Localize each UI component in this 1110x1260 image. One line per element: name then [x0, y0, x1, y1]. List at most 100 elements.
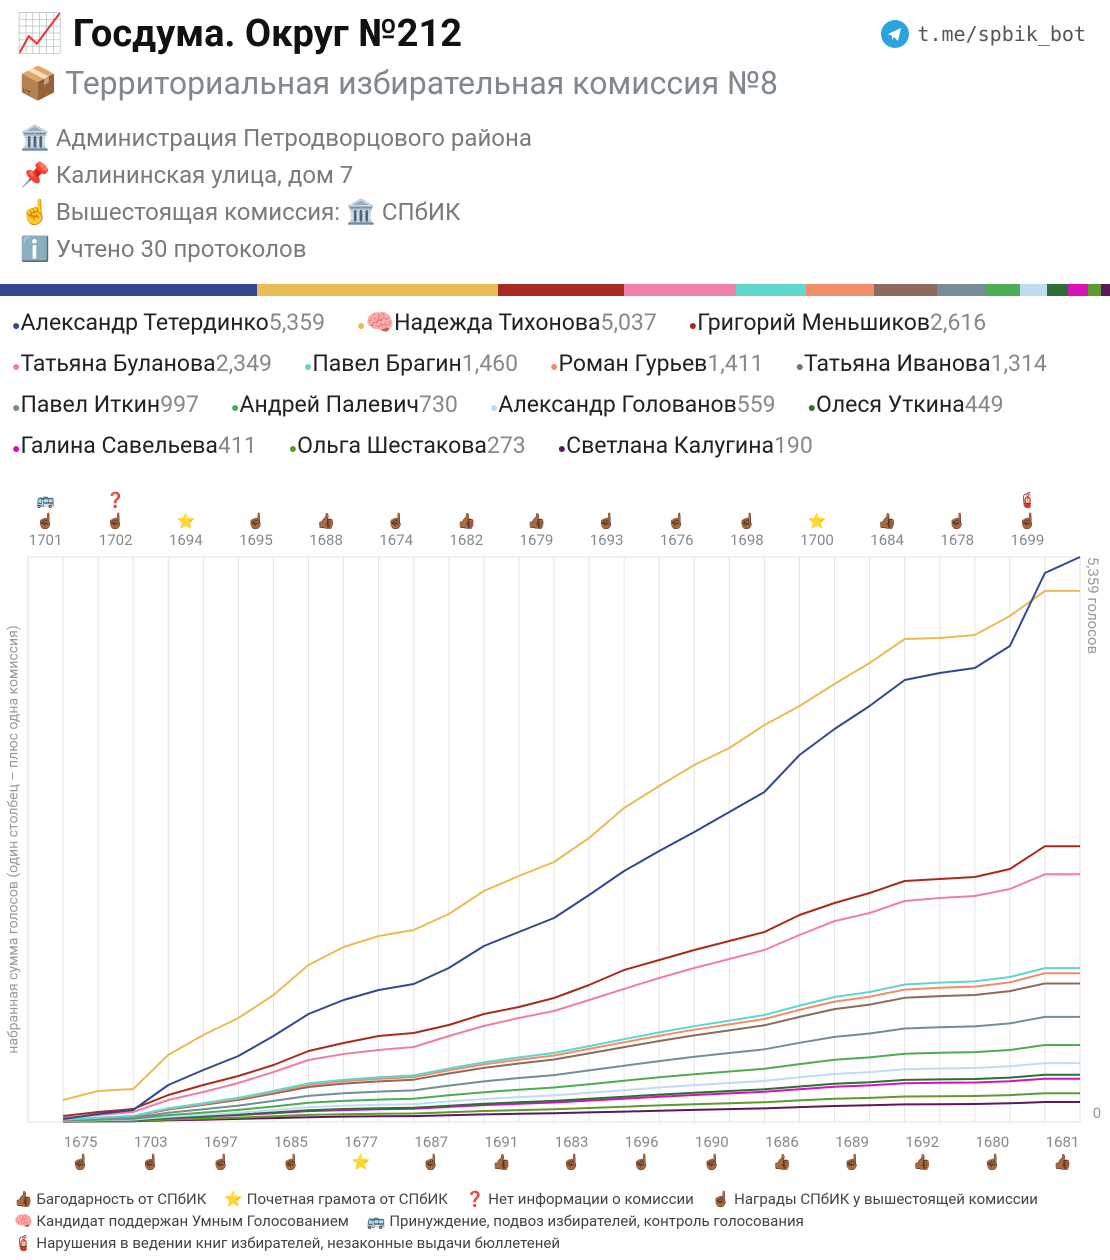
x-tick-label: 1698 [730, 531, 764, 549]
legend: ●Александр Тетердинко5,359 ●🧠Надежда Тихо… [12, 304, 1110, 468]
x-tick-label: 1703 [134, 1133, 168, 1151]
share-segment [874, 284, 937, 296]
legend-item: ●Григорий Меньшиков2,616 [689, 304, 986, 345]
commission-icon: ☝🏾 [36, 511, 55, 530]
x-tick-label: 1674 [379, 531, 413, 549]
commission-icon: ☝🏾 [597, 511, 616, 530]
y-axis-label: набранная сумма голосов (один столбец – … [6, 625, 22, 1053]
legend-item: ●Татьяна Буланова2,349 [12, 345, 272, 386]
legend-badge: 🧠 [365, 309, 395, 336]
legend-item: ●Олеся Уткина449 [808, 386, 1004, 427]
share-segment [806, 284, 875, 296]
legend-dot: ● [12, 359, 21, 375]
legend-dot: ● [688, 318, 698, 334]
commission-icon: 👍🏾 [492, 1153, 511, 1171]
legend-item: ●Светлана Калугина190 [558, 427, 813, 468]
x-tick-label: 1699 [1011, 531, 1045, 549]
x-tick-label: 1679 [520, 531, 554, 549]
series-line [62, 556, 1081, 1120]
x-tick-label: 1696 [625, 1133, 659, 1151]
legend-item: ●Павел Брагин1,460 [304, 345, 518, 386]
series-line [63, 1073, 1080, 1123]
legend-value: 5,037 [600, 309, 657, 336]
commission-icon: 👍🏾 [773, 1153, 792, 1171]
legend-name: Роман Гурьев [558, 350, 708, 377]
subtitle: 📦 Территориальная избирательная комиссия… [18, 64, 779, 102]
x-tick-label: 1677 [344, 1133, 378, 1151]
legend-item: ●🧠Надежда Тихонова5,037 [357, 304, 657, 345]
footer-legend-item: ❓ Нет информации о комиссии [465, 1190, 694, 1208]
info-line: ☝️ Вышестоящая комиссия: 🏛️ СПбИК [20, 198, 461, 226]
commission-icon: ☝🏾 [212, 1152, 231, 1171]
commission-icon: ⭐ [176, 512, 195, 530]
legend-item: ●Александр Тетердинко5,359 [12, 304, 325, 345]
x-tick-label: 1693 [590, 531, 624, 549]
series-line [62, 845, 1080, 1117]
legend-value: 559 [736, 391, 776, 418]
commission-icon: 👍🏾 [913, 1153, 932, 1171]
series-line [63, 1092, 1080, 1123]
legend-value: 2,349 [215, 350, 272, 377]
commission-icon: ☝🏾 [948, 511, 967, 530]
x-tick-label: 1676 [660, 531, 694, 549]
footer-legend-item: 🧠 Кандидат поддержан Умным Голосованием [14, 1212, 349, 1230]
commission-icon: 👍🏾 [527, 512, 546, 530]
legend-item: ●Татьяна Иванова1,314 [796, 345, 1047, 386]
legend-value: 1,411 [707, 350, 764, 377]
share-segment [498, 284, 624, 296]
legend-item: ●Галина Савельева411 [12, 427, 257, 468]
commission-icon: 👍🏾 [878, 512, 897, 530]
series-line [63, 1015, 1080, 1122]
x-tick-label: 1681 [1046, 1133, 1080, 1151]
share-segment [1046, 284, 1069, 296]
vote-share-bar [0, 284, 1110, 296]
legend-value: 190 [773, 432, 813, 459]
commission-icon: ☝🏾 [983, 1152, 1002, 1171]
commission-icon: ☝🏾 [1018, 511, 1037, 530]
share-segment [0, 284, 257, 296]
x-tick-label: 1695 [239, 531, 273, 549]
x-tick-label: 1692 [905, 1133, 939, 1151]
info-line: 🏛️ Администрация Петродворцового района [20, 124, 532, 152]
legend-dot: ● [357, 318, 366, 334]
telegram-icon [881, 20, 910, 48]
legend-value: 2,616 [930, 309, 987, 336]
legend-item: ●Павел Иткин997 [12, 386, 199, 427]
commission-icon: ☝🏾 [247, 511, 266, 530]
legend-dot: ● [303, 359, 313, 375]
x-tick-label: 1701 [29, 531, 63, 549]
chart: 0 5,359 голосов набранная сумма голосов (о… [6, 491, 1102, 1171]
footer-legend-item: 👍🏾 Багодарность от СПбИК [14, 1190, 207, 1208]
legend-value: 730 [419, 391, 458, 418]
link-text[interactable]: t.me/spbik_bot [917, 22, 1086, 46]
x-tick-label: 1680 [975, 1133, 1009, 1151]
telegram-link[interactable]: t.me/spbik_bot [881, 20, 1086, 48]
commission-icon: ☝🏾 [422, 1152, 441, 1171]
series-line [63, 1062, 1080, 1123]
legend-value: 1,460 [461, 350, 519, 377]
x-tick-label: 1697 [204, 1133, 238, 1151]
legend-dot: ● [550, 359, 559, 375]
legend-item: ●Андрей Палевич730 [231, 386, 458, 427]
info: 🏛️ Администрация Петродворцового района 📌… [20, 120, 532, 268]
legend-name: Олеся Уткина [816, 391, 965, 418]
x-tick-label: 1702 [99, 531, 133, 549]
commission-icon: ⭐ [352, 1153, 371, 1171]
info-line: 📌 Калининская улица, дом 7 [20, 161, 354, 189]
legend-dot: ● [12, 400, 21, 416]
x-tick-label: 1689 [835, 1133, 869, 1151]
legend-item: ●Ольга Шестакова273 [289, 427, 526, 468]
series-line [63, 873, 1080, 1119]
legend-value: 997 [160, 391, 199, 418]
commission-icon: ☝🏾 [632, 1152, 651, 1171]
x-tick-label: 1675 [64, 1133, 98, 1151]
x-tick-label: 1686 [765, 1133, 799, 1151]
footer-legend-item: 🧯 Нарушения в ведении книг избирателей, … [14, 1234, 560, 1252]
commission-icon: ☝🏾 [282, 1152, 301, 1171]
legend-dot: ● [489, 400, 499, 416]
legend-item: ●Александр Голованов559 [490, 386, 776, 427]
legend-value: 449 [964, 391, 1004, 418]
series-line [63, 1101, 1080, 1123]
series-line [63, 1044, 1080, 1122]
